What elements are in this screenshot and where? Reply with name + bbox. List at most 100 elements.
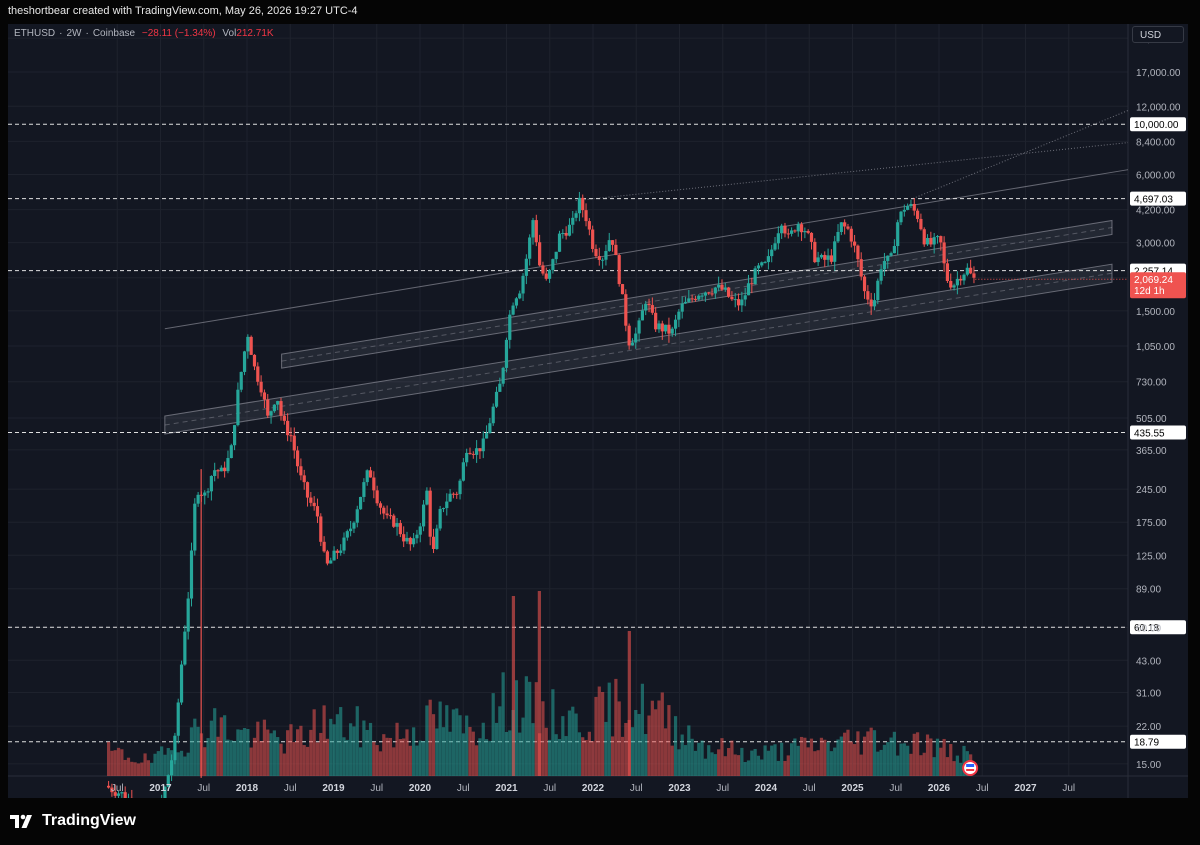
candle-body	[813, 241, 817, 263]
volume-bar	[126, 757, 131, 776]
volume-bar	[604, 721, 608, 776]
level-tag	[1130, 425, 1186, 440]
candle-body	[382, 507, 386, 514]
volume-bar	[617, 701, 621, 776]
candle-body	[269, 411, 273, 416]
volume-bar	[849, 741, 853, 776]
volume-bar	[866, 731, 870, 776]
volume-bar	[213, 708, 217, 776]
candle-body	[690, 298, 694, 300]
time-axis-tick: Jul	[284, 783, 297, 794]
symbol-legend[interactable]: ETHUSD · 2W · Coinbase −28.11 (−1.34%) Vol21…	[14, 28, 274, 39]
volume-bar	[415, 745, 419, 776]
volume-bar	[939, 747, 943, 776]
time-axis-tick: Jul	[889, 783, 902, 794]
candle-body	[465, 452, 469, 463]
volume-bar	[107, 741, 111, 776]
candle-body	[955, 278, 959, 286]
volume-bar	[153, 753, 157, 776]
candle-body	[229, 445, 233, 459]
volume-bar	[723, 756, 727, 776]
volume-bar	[435, 728, 439, 776]
volume-bar	[823, 739, 827, 776]
candle-body	[972, 273, 976, 278]
volume-bar	[319, 732, 323, 776]
volume-bar	[173, 760, 177, 776]
candle-body	[524, 258, 528, 276]
candle-body	[906, 205, 910, 210]
candle-body	[610, 240, 615, 245]
volume-bar	[660, 692, 664, 776]
candle-body	[547, 269, 552, 279]
candle-body	[295, 450, 300, 467]
volume-bar	[710, 752, 714, 776]
time-axis-tick: 2023	[668, 783, 691, 794]
candle-body	[262, 392, 267, 400]
volume-bar	[906, 745, 910, 776]
candle-body	[203, 492, 207, 496]
candle-body	[640, 310, 645, 321]
volume-bar	[368, 722, 373, 776]
candle-body	[846, 226, 850, 229]
price-axis-tick: 31.00	[1136, 688, 1161, 699]
volume-bar	[179, 750, 184, 776]
volume-bar	[909, 753, 913, 776]
volume-bar	[395, 722, 399, 776]
candle-body	[299, 466, 303, 476]
candle-body	[591, 229, 595, 249]
candle-body	[670, 328, 674, 334]
candle-body	[319, 516, 323, 542]
candle-body	[504, 339, 509, 368]
volume-bar	[577, 732, 582, 776]
volume-bar	[402, 738, 406, 776]
candle-body	[166, 775, 170, 787]
volume-bar	[607, 682, 611, 776]
candle-body	[627, 325, 631, 346]
price-axis-tick: 730.00	[1136, 378, 1167, 389]
time-axis-tick: 2021	[495, 783, 518, 794]
volume-bar	[664, 728, 668, 776]
candle-body	[919, 218, 923, 230]
volume-bar	[475, 745, 479, 776]
candle-body	[385, 513, 389, 516]
volume-bar	[110, 750, 114, 776]
candle-body	[468, 452, 472, 454]
candle-body	[183, 631, 187, 665]
candle-body	[654, 312, 658, 330]
volume-bar	[925, 734, 930, 776]
volume-bar	[743, 762, 747, 776]
volume-bar	[226, 739, 230, 776]
candle-body	[727, 287, 731, 297]
price-axis-tick: 3,000.00	[1136, 239, 1175, 250]
legend-exchange: Coinbase	[92, 28, 136, 39]
candle-body	[806, 231, 810, 233]
candle-body	[312, 502, 316, 507]
volume-bar	[289, 724, 293, 776]
currency-button[interactable]: USD	[1132, 26, 1184, 43]
volume-bar	[856, 731, 860, 776]
volume-bar	[219, 717, 223, 776]
volume-bar	[955, 755, 959, 776]
candle-body	[252, 354, 257, 367]
volume-bar	[143, 753, 147, 776]
volume-bar	[770, 745, 774, 776]
volume-bar	[544, 727, 548, 776]
candle-body	[673, 319, 678, 329]
volume-bar	[929, 738, 933, 776]
volume-bar	[776, 760, 780, 776]
chart-pane[interactable]: 10,000.00 4,697.03 2,257.14 435.55 60.18 18.7…	[8, 24, 1188, 798]
candle-body	[554, 251, 558, 260]
volume-bar	[680, 734, 684, 776]
price-chart[interactable]: 10,000.00 4,697.03 2,257.14 435.55 60.18 18.7…	[8, 24, 1188, 798]
candle-body	[872, 300, 877, 307]
candle-body	[730, 296, 734, 300]
volume-bar	[700, 740, 704, 776]
volume-bar	[687, 725, 691, 776]
candle-body	[882, 260, 887, 270]
volume-bar	[504, 731, 509, 776]
volume-bar	[269, 733, 273, 776]
volume-bar	[262, 719, 267, 776]
volume-bar	[733, 754, 737, 776]
volume-bar	[335, 714, 339, 776]
volume-bar	[809, 738, 814, 776]
